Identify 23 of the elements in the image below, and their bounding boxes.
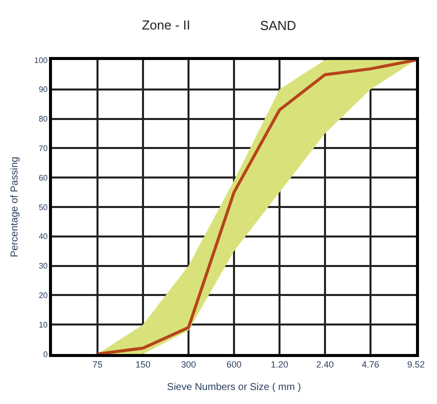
y-tick-label: 50 [38, 202, 48, 212]
y-tick-label: 70 [38, 144, 48, 153]
x-tick-label: 600 [226, 360, 242, 370]
y-tick-label: 90 [38, 85, 48, 94]
x-axis-title: Sieve Numbers or Size ( mm ) [167, 382, 301, 394]
chart-subtitle: SAND [260, 18, 296, 33]
y-tick-label: 20 [38, 291, 48, 300]
x-tick-label: 150 [135, 360, 151, 370]
y-tick-label: 0 [43, 350, 48, 359]
x-tick-label: 1.20 [270, 360, 288, 370]
y-tick-label: 10 [38, 320, 48, 330]
x-tick-label: 9.52 [407, 360, 425, 370]
y-tick-label: 80 [38, 114, 48, 124]
x-tick-label: 4.76 [362, 360, 380, 370]
y-tick-label: 30 [38, 262, 48, 271]
chart-title: Zone - II [142, 17, 190, 32]
y-tick-label: 40 [38, 232, 48, 242]
x-tick-label: 300 [180, 360, 196, 370]
y-tick-label: 100 [34, 56, 48, 65]
x-tick-label: 75 [92, 360, 103, 370]
x-tick-label: 2.40 [316, 360, 334, 370]
y-tick-label: 60 [38, 173, 48, 182]
y-axis-title: Percentage of Passing [9, 156, 20, 258]
